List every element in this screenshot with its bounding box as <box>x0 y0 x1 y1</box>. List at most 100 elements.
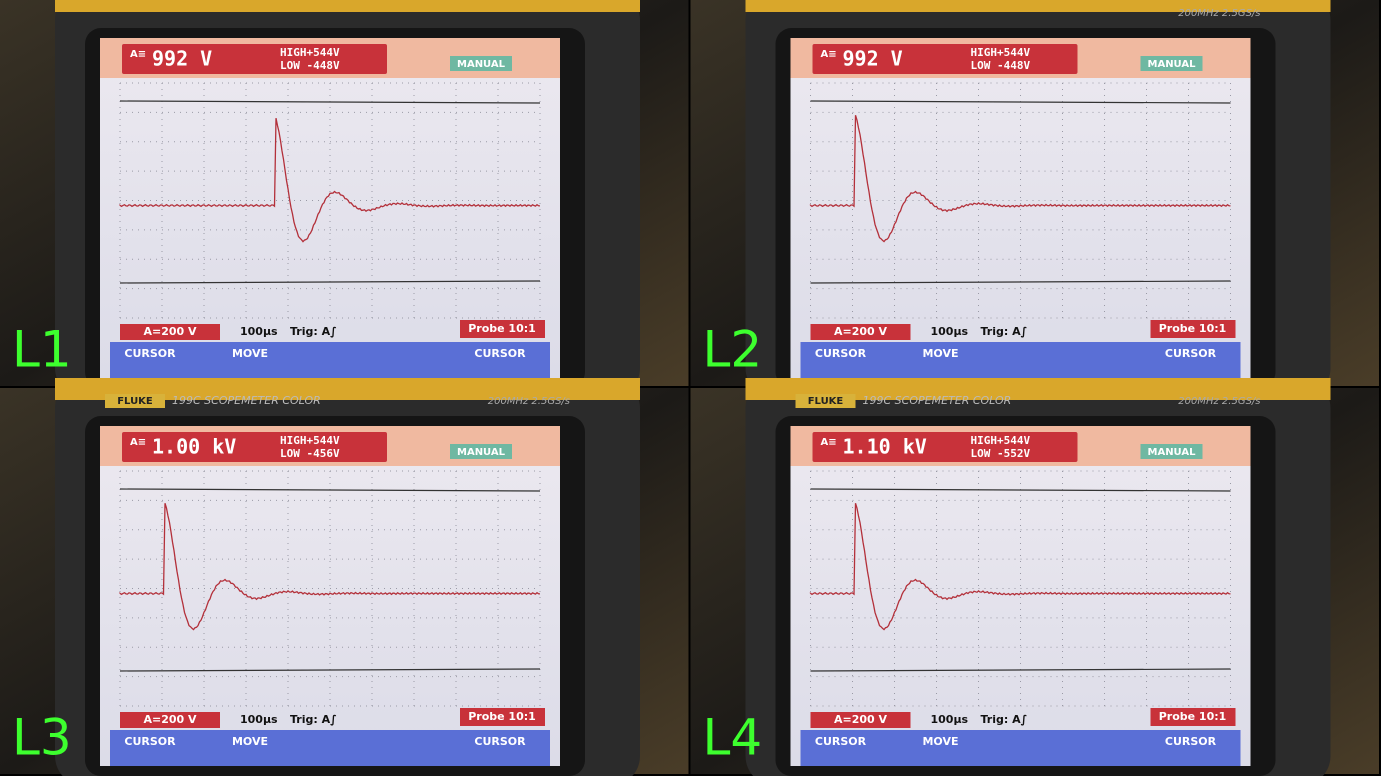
softkey-bar <box>800 730 1241 766</box>
waveform <box>119 503 541 631</box>
brand: FLUKE <box>117 396 153 407</box>
reading-channel: A≡ <box>821 437 837 448</box>
low: LOW -448V <box>280 59 340 72</box>
cursor-line <box>810 100 1231 104</box>
bezel-trim <box>55 0 640 12</box>
panel-label: L4 <box>703 709 763 767</box>
high: HIGH+544V <box>280 434 340 447</box>
scale-box <box>120 324 220 340</box>
spec: 200MHz 2.5GS/s <box>1178 396 1260 407</box>
timebase: 100µs <box>931 325 969 338</box>
scale: A=200 V <box>143 713 197 726</box>
waveform <box>119 117 541 243</box>
waveform <box>809 503 1231 631</box>
scale-box <box>120 712 220 728</box>
scope-panel: FLUKE 199C SCOPEMETER COLOR 200MHz 2.5GS/s… <box>0 378 689 776</box>
reading-channel: A≡ <box>821 49 837 60</box>
reading-box <box>812 44 1078 74</box>
cursor-line <box>119 100 541 104</box>
brand-badge <box>795 394 856 408</box>
scale: A=200 V <box>143 325 197 338</box>
spec: 200MHz 2.5GS/s <box>1178 8 1260 19</box>
panel-label: L1 <box>12 321 72 379</box>
spec: 200MHz 2.5GS/s <box>488 396 570 407</box>
probe-box <box>1150 320 1236 338</box>
scale-box <box>810 324 911 340</box>
softkey-bar <box>800 342 1241 378</box>
high: HIGH+544V <box>280 46 340 59</box>
cursor-line <box>810 280 1231 284</box>
softkey: CURSOR <box>474 735 526 748</box>
probe: Probe 10:1 <box>1159 710 1227 723</box>
bezel-trim <box>745 0 1331 12</box>
softkey: MOVE <box>922 347 958 360</box>
mode: MANUAL <box>1148 59 1197 70</box>
mode-badge <box>450 56 512 71</box>
softkey: MOVE <box>232 347 268 360</box>
mode: MANUAL <box>1148 447 1197 458</box>
reading: 1.00 kV <box>152 435 236 459</box>
softkey: MOVE <box>232 735 268 748</box>
bezel-trim <box>55 378 640 400</box>
softkey: CURSOR <box>1165 347 1217 360</box>
mode-badge <box>1140 444 1203 459</box>
low: LOW -552V <box>971 447 1031 460</box>
panel-label: L2 <box>703 321 763 379</box>
probe-box <box>1150 708 1236 726</box>
reading-box <box>812 432 1078 462</box>
model: 199C SCOPEMETER COLOR <box>172 394 321 407</box>
scale-box <box>810 712 911 728</box>
scale: A=200 V <box>834 713 888 726</box>
probe-box <box>460 708 545 726</box>
probe-box <box>460 320 545 338</box>
low: LOW -456V <box>280 447 340 460</box>
timebase: 100µs <box>240 713 278 726</box>
brand: FLUKE <box>808 396 844 407</box>
softkey: CURSOR <box>124 735 176 748</box>
softkey: CURSOR <box>474 347 526 360</box>
reading-box <box>122 44 387 74</box>
reading: 992 V <box>152 47 212 71</box>
scale: A=200 V <box>834 325 888 338</box>
panel-label: L3 <box>12 709 72 767</box>
probe: Probe 10:1 <box>468 322 536 335</box>
softkey: CURSOR <box>124 347 176 360</box>
high: HIGH+544V <box>971 46 1031 59</box>
low: LOW -448V <box>971 59 1031 72</box>
reading-channel: A≡ <box>130 437 146 448</box>
trigger: Trig: A∫ <box>290 325 337 338</box>
mode-badge <box>1140 56 1203 71</box>
trigger: Trig: A∫ <box>981 713 1028 726</box>
mode-badge <box>450 444 512 459</box>
model: 199C SCOPEMETER COLOR <box>863 394 1012 407</box>
softkey-bar <box>110 342 550 378</box>
reading: 992 V <box>843 47 903 71</box>
softkey: CURSOR <box>815 347 867 360</box>
waveform <box>809 115 1231 243</box>
mode: MANUAL <box>457 447 506 458</box>
timebase: 100µs <box>240 325 278 338</box>
brand-badge <box>105 394 165 408</box>
softkey: CURSOR <box>1165 735 1217 748</box>
reading: 1.10 kV <box>843 435 927 459</box>
softkey-bar <box>110 730 550 766</box>
reading-box <box>122 432 387 462</box>
softkey: CURSOR <box>815 735 867 748</box>
bezel-trim <box>745 378 1331 400</box>
timebase: 100µs <box>931 713 969 726</box>
cursor-line <box>119 280 541 284</box>
cursor-line <box>810 668 1231 672</box>
cursor-line <box>119 668 541 672</box>
high: HIGH+544V <box>971 434 1031 447</box>
mode: MANUAL <box>457 59 506 70</box>
trigger: Trig: A∫ <box>981 325 1028 338</box>
trigger: Trig: A∫ <box>290 713 337 726</box>
softkey: MOVE <box>922 735 958 748</box>
probe: Probe 10:1 <box>468 710 536 723</box>
